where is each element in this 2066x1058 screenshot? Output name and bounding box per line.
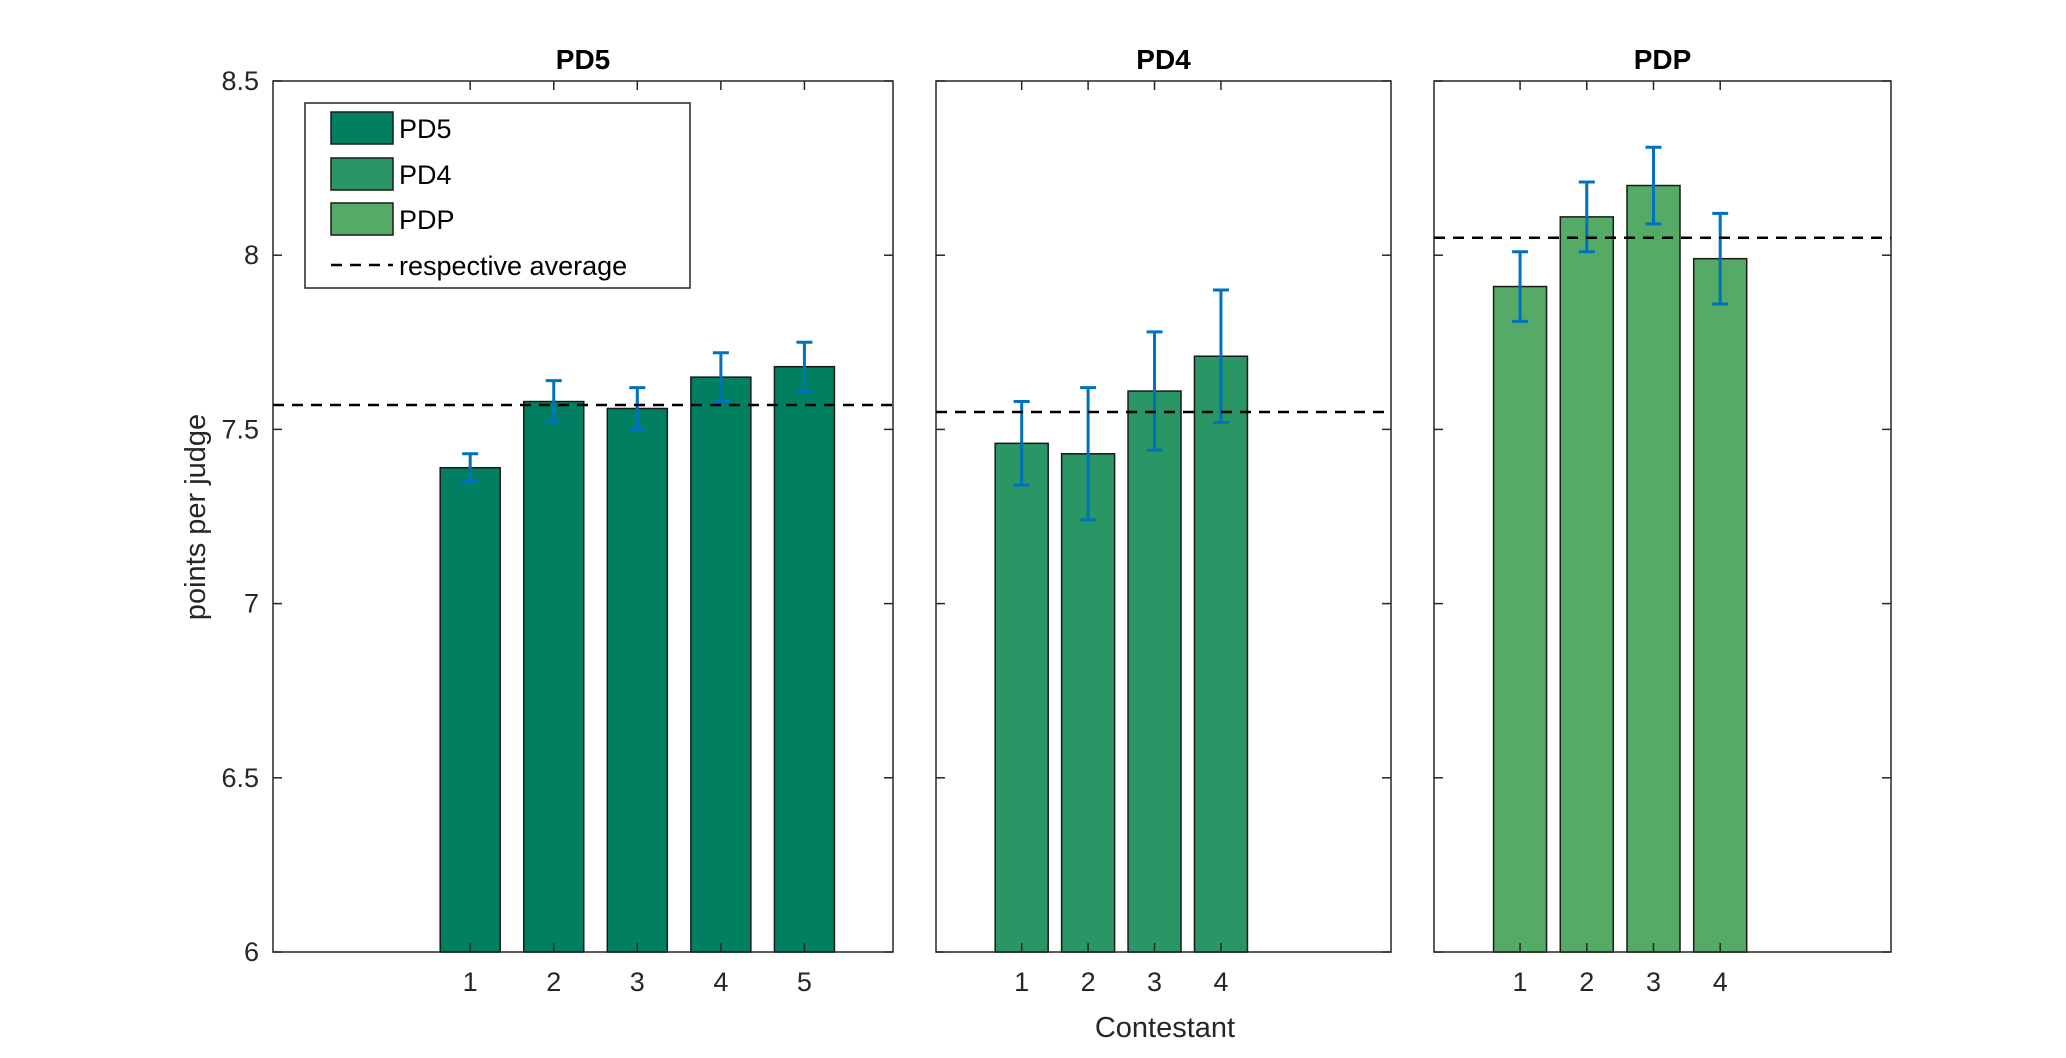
error-bar [462, 452, 479, 484]
bar [1626, 184, 1681, 953]
bar [523, 400, 585, 953]
bar [606, 407, 669, 953]
bar [690, 376, 752, 953]
x-tick-label: 2 [546, 967, 561, 997]
error-bar [629, 386, 646, 431]
bar [1692, 257, 1748, 953]
legend-swatch [330, 111, 394, 145]
panel-title: PD4 [1136, 44, 1191, 75]
x-tick-label: 3 [1147, 967, 1162, 997]
panels: 6 6.5 7 7.5 8 8.5 PD5 1 2 3 4 5 PD4 1 2 3 4 PDP 1 2 3 4 [221, 44, 1892, 997]
x-tick-label: 1 [1513, 967, 1528, 997]
bar [1060, 453, 1116, 953]
x-tick-label: 4 [1213, 967, 1228, 997]
legend-swatch [330, 157, 394, 191]
legend: PD5 PD4 PDP respective average [304, 102, 691, 289]
y-tick-label: 7 [244, 589, 259, 619]
legend-swatch [330, 202, 394, 236]
y-tick-label: 8.5 [221, 66, 259, 96]
error-bar [1013, 400, 1030, 487]
x-tick-label: 5 [797, 967, 812, 997]
legend-label: PDP [399, 205, 455, 235]
panel-pdp: PDP 1 2 3 4 [1433, 44, 1892, 997]
bar [994, 442, 1049, 953]
x-tick-label: 3 [630, 967, 645, 997]
x-tick-label: 4 [713, 967, 728, 997]
error-bar [1645, 145, 1662, 226]
panel-title: PDP [1634, 44, 1692, 75]
bar [1559, 216, 1615, 953]
error-bar [1578, 180, 1595, 254]
x-tick-label: 1 [463, 967, 478, 997]
panel-pd4: PD4 1 2 3 4 [935, 44, 1392, 997]
error-bar [1712, 211, 1729, 306]
y-tick-label: 7.5 [221, 414, 259, 444]
x-tick-label: 1 [1014, 967, 1029, 997]
bar [1492, 285, 1548, 953]
legend-label: PD5 [399, 114, 452, 144]
x-axis-label: Contestant [1095, 1012, 1235, 1044]
x-tick-label: 3 [1646, 967, 1661, 997]
bar [1193, 355, 1249, 953]
error-bar [1080, 386, 1097, 522]
bar [1127, 390, 1182, 953]
y-tick-label: 6.5 [221, 763, 259, 793]
x-tick-label: 2 [1081, 967, 1096, 997]
error-bar [1212, 288, 1229, 424]
y-tick-label: 8 [244, 240, 259, 270]
panel-title: PD5 [556, 44, 610, 75]
error-bar [712, 351, 729, 404]
x-tick-label: 4 [1713, 967, 1728, 997]
legend-label: respective average [399, 251, 627, 281]
bar [773, 365, 836, 953]
bar [439, 466, 501, 953]
legend-label: PD4 [399, 160, 452, 190]
y-axis-label: points per judge [180, 414, 212, 620]
error-bar [1146, 330, 1163, 452]
error-bar [796, 340, 813, 393]
error-bar [1512, 250, 1529, 323]
y-tick-label: 6 [244, 937, 259, 967]
x-tick-label: 2 [1579, 967, 1594, 997]
error-bar [545, 379, 562, 424]
